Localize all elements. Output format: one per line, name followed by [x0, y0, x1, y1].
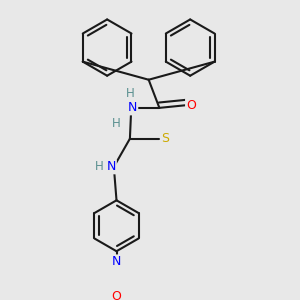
Text: O: O [186, 99, 196, 112]
Text: N: N [106, 160, 116, 173]
Text: H: H [95, 160, 103, 173]
Text: N: N [112, 255, 121, 268]
Text: S: S [161, 132, 169, 145]
Text: H: H [126, 87, 135, 100]
Text: H: H [112, 117, 121, 130]
Text: O: O [112, 290, 122, 300]
Text: N: N [128, 101, 137, 114]
